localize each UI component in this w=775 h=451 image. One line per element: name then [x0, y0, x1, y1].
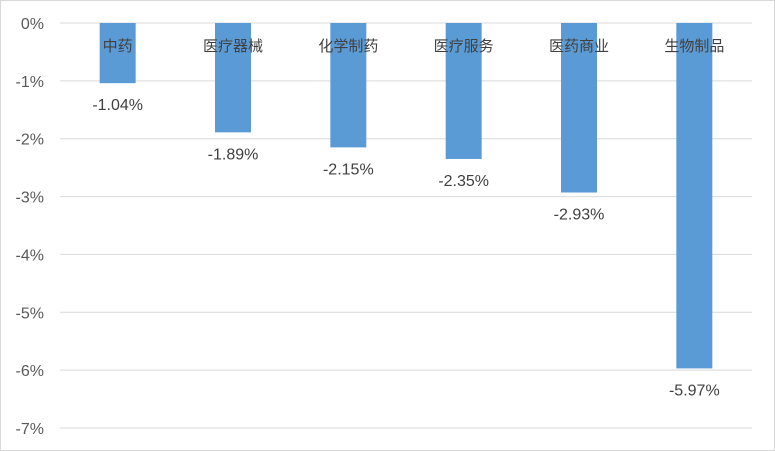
y-tick-label: 0% [21, 16, 44, 33]
bar [330, 23, 367, 148]
y-axis-ticks: 0% -1% -2% -3% -4% -5% -6% -7% [16, 16, 44, 438]
y-tick-label: -2% [16, 132, 44, 149]
grid-lines [60, 22, 752, 429]
data-label: -1.04% [92, 97, 143, 114]
data-labels: -1.04% -1.89% -2.15% -2.35% -2.93% -5.97% [92, 97, 719, 399]
category-label: 生物制品 [664, 37, 724, 55]
y-tick-label: -6% [16, 363, 44, 380]
data-label: -2.35% [438, 173, 489, 190]
category-label: 化学制药 [318, 37, 378, 55]
category-label: 中药 [103, 37, 133, 55]
category-label: 医疗服务 [434, 37, 494, 55]
y-tick-label: -7% [16, 421, 44, 438]
bar [215, 23, 251, 133]
category-label: 医药商业 [549, 37, 609, 55]
category-labels: 中药 医疗器械 化学制药 医疗服务 医药商业 生物制品 [103, 37, 725, 55]
bar [676, 23, 713, 369]
category-label: 医疗器械 [203, 37, 263, 55]
data-label: -1.89% [208, 146, 259, 163]
y-tick-label: -1% [16, 74, 44, 91]
data-label: -5.97% [669, 382, 720, 399]
bar [561, 23, 597, 193]
y-tick-label: -5% [16, 305, 44, 322]
data-label: -2.15% [323, 161, 374, 178]
bar [445, 23, 482, 159]
bar [99, 23, 136, 84]
data-label: -2.93% [554, 207, 605, 224]
y-tick-label: -3% [16, 190, 44, 207]
bars [99, 23, 713, 369]
y-tick-label: -4% [16, 247, 44, 264]
